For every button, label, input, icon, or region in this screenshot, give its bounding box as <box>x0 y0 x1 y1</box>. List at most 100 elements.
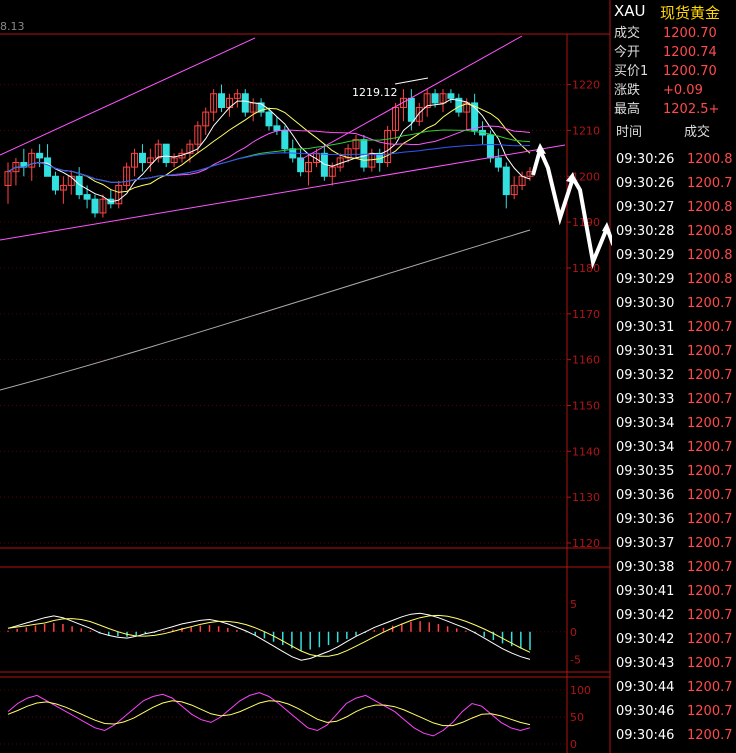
tick-time: 09:30:31 <box>616 344 675 359</box>
tick-row: 09:30:34 1200.7 <box>612 436 736 460</box>
tick-row: 09:30:44 1200.7 <box>612 676 736 700</box>
candle-body <box>233 93 241 99</box>
quote-row: 买价1 1200.70 <box>612 62 736 81</box>
tick-price: 1200.7 <box>687 512 733 527</box>
tick-time: 09:30:46 <box>616 704 675 719</box>
tick-row: 09:30:28 1200.8 <box>612 220 736 244</box>
drawn-zigzag-arrow <box>531 144 612 270</box>
quote-label: 成交 <box>614 26 641 41</box>
candle-body <box>439 93 447 104</box>
tick-price: 1200.7 <box>687 464 733 479</box>
ma-line-60 <box>7 144 531 183</box>
tick-row: 09:30:35 1200.7 <box>612 460 736 484</box>
candle-body <box>99 198 107 214</box>
candle-body <box>154 143 162 159</box>
quote-label: 涨跌 <box>614 83 641 98</box>
symbol-name: 现货黄金 <box>660 4 721 22</box>
tick-row: 09:30:42 1200.7 <box>612 628 736 652</box>
kdj-y-tick-label: 100 <box>570 684 591 697</box>
macd-dea-line <box>7 614 531 657</box>
tick-row: 09:30:30 1200.7 <box>612 292 736 316</box>
tick-price: 1200.7 <box>687 320 733 335</box>
quote-value: 1202.5+ <box>663 102 720 117</box>
quote-value: 1200.74 <box>663 45 717 60</box>
candle-body <box>502 166 510 196</box>
kdj-line-1 <box>7 700 531 727</box>
macd-y-tick-label: 5 <box>570 598 577 611</box>
candle-body <box>59 184 67 191</box>
ticks-header-time: 时间 <box>616 125 643 140</box>
quote-value: 1200.70 <box>663 64 717 79</box>
tick-price: 1200.7 <box>687 632 733 647</box>
tick-price: 1200.8 <box>687 152 733 167</box>
tick-price: 1200.8 <box>687 248 733 263</box>
tick-price: 1200.7 <box>687 440 733 455</box>
quote-panel: XAU 现货黄金 成交 1200.70 今开 1200.74 买价1 1200.… <box>612 0 736 120</box>
ma-line-20 <box>7 125 531 183</box>
candle-body <box>399 97 407 109</box>
y-tick-label: 1120 <box>572 537 600 550</box>
y-tick-label: 1200 <box>572 170 600 183</box>
macd-y-tick-label: 0 <box>570 626 577 639</box>
annotation-pointer <box>394 77 429 85</box>
y-tick-label: 1150 <box>572 399 600 412</box>
candle-body <box>494 157 502 168</box>
tick-time: 09:30:46 <box>616 728 675 743</box>
macd-dif-line <box>7 612 531 661</box>
candle-body <box>67 175 75 186</box>
candle-body <box>138 152 146 164</box>
tick-row: 09:30:36 1200.7 <box>612 508 736 532</box>
tick-price: 1200.8 <box>687 224 733 239</box>
tick-row: 09:30:31 1200.7 <box>612 316 736 340</box>
tick-time: 09:30:30 <box>616 296 675 311</box>
tick-time: 09:30:31 <box>616 320 675 335</box>
tick-price: 1200.7 <box>687 728 733 743</box>
channel-upper-right <box>299 35 523 161</box>
tick-time: 09:30:43 <box>616 656 675 671</box>
tick-row: 09:30:27 1200.8 <box>612 196 736 220</box>
tick-time: 09:30:42 <box>616 632 675 647</box>
top-left-label: 8.13 <box>0 20 25 33</box>
high-annotation: 1219.12 <box>352 86 398 99</box>
candle-body <box>83 194 91 200</box>
quote-label: 最高 <box>614 102 641 117</box>
candle-body <box>447 93 455 99</box>
candle-body <box>407 97 415 122</box>
tick-price: 1200.7 <box>687 584 733 599</box>
tick-time: 09:30:29 <box>616 272 675 287</box>
tick-price: 1200.7 <box>687 488 733 503</box>
candle-body <box>36 152 44 159</box>
tick-time: 09:30:32 <box>616 368 675 383</box>
quote-value: +0.09 <box>663 83 703 98</box>
tick-price: 1200.7 <box>687 296 733 311</box>
tick-time: 09:30:28 <box>616 224 675 239</box>
ma-line-10 <box>7 103 531 193</box>
tick-price: 1200.7 <box>687 416 733 431</box>
tick-time: 09:30:38 <box>616 560 675 575</box>
quote-row: 最高 1202.5+ <box>612 100 736 119</box>
tick-price: 1200.7 <box>687 368 733 383</box>
ma-line-30 <box>7 129 531 183</box>
channel-upper-left <box>0 37 256 156</box>
tick-row: 09:30:43 1200.7 <box>612 652 736 676</box>
tick-price: 1200.7 <box>687 680 733 695</box>
tick-time: 09:30:44 <box>616 680 675 695</box>
candle-body <box>463 102 471 113</box>
candle-body <box>257 102 265 113</box>
kdj-line-0 <box>7 692 531 737</box>
candle-body <box>131 152 139 168</box>
candle-body <box>170 157 178 164</box>
channel-lower <box>0 144 566 241</box>
candle-body <box>423 93 431 109</box>
tick-row: 09:30:32 1200.7 <box>612 364 736 388</box>
candle-body <box>218 93 226 109</box>
tick-time: 09:30:26 <box>616 152 675 167</box>
candle-body <box>146 157 154 164</box>
candle-body <box>297 157 305 173</box>
candle-body <box>273 125 281 131</box>
tick-time: 09:30:37 <box>616 536 675 551</box>
candle-body <box>431 93 439 104</box>
y-tick-label: 1180 <box>572 262 600 275</box>
tick-time: 09:30:34 <box>616 440 675 455</box>
candle-body <box>186 143 194 154</box>
